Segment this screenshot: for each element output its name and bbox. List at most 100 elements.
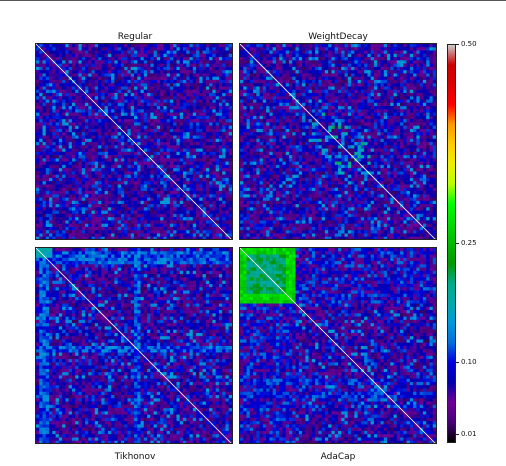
- heatmap-cell: [68, 132, 73, 136]
- heatmap-cell: [101, 177, 105, 182]
- heatmap-cell: [98, 161, 102, 166]
- heatmap-cell: [192, 207, 197, 211]
- heatmap-cell: [114, 200, 118, 205]
- heatmap-cell: [166, 220, 171, 224]
- heatmap-cell: [189, 230, 193, 234]
- heatmap-cell: [156, 151, 161, 156]
- heatmap-cell: [179, 50, 184, 54]
- heatmap-cell: [114, 115, 118, 120]
- heatmap-cell: [199, 220, 203, 224]
- heatmap-cell: [380, 60, 384, 64]
- heatmap-cell: [305, 93, 309, 97]
- heatmap-cell: [68, 171, 73, 175]
- heatmap-cell: [127, 155, 131, 159]
- heatmap-cell: [78, 213, 82, 218]
- heatmap-cell: [209, 155, 213, 159]
- heatmap-cell: [390, 73, 394, 77]
- heatmap-cell: [42, 191, 46, 195]
- heatmap-cell: [400, 83, 404, 87]
- heatmap-cell: [240, 83, 244, 87]
- heatmap-cell: [212, 213, 216, 218]
- heatmap-cell: [153, 73, 158, 77]
- heatmap-cell: [341, 89, 345, 94]
- heatmap-cell: [166, 135, 171, 139]
- heatmap-cell: [85, 128, 89, 133]
- heatmap-cell: [422, 60, 427, 64]
- heatmap-cell: [262, 99, 267, 103]
- heatmap-cell: [62, 132, 66, 136]
- heatmap-cell: [370, 47, 375, 51]
- heatmap-cell: [315, 79, 319, 84]
- heatmap-cell: [357, 63, 362, 68]
- heatmap-cell: [328, 63, 332, 68]
- heatmap-cell: [429, 93, 433, 97]
- heatmap-cell: [62, 50, 66, 54]
- heatmap-cell: [36, 76, 40, 81]
- heatmap-cell: [104, 96, 109, 100]
- heatmap-cell: [246, 96, 250, 100]
- heatmap-cell: [150, 96, 154, 100]
- heatmap-cell: [140, 106, 144, 110]
- heatmap-cell: [111, 50, 115, 54]
- heatmap-cell: [222, 50, 226, 54]
- heatmap-cell: [143, 76, 148, 81]
- heatmap-cell: [324, 112, 329, 117]
- heatmap-cell: [179, 57, 184, 61]
- heatmap-cell: [104, 184, 109, 188]
- heatmap-cell: [75, 57, 79, 61]
- heatmap-cell: [228, 112, 232, 117]
- heatmap-cell: [62, 122, 66, 126]
- heatmap-cell: [88, 122, 92, 126]
- heatmap-cell: [419, 102, 424, 107]
- heatmap-cell: [104, 70, 109, 74]
- heatmap-cell: [199, 145, 203, 149]
- heatmap-cell: [130, 177, 135, 182]
- heatmap-cell: [419, 86, 424, 90]
- heatmap-cell: [42, 99, 46, 103]
- heatmap-cell: [202, 177, 207, 182]
- heatmap-cell: [186, 83, 190, 87]
- heatmap-cell: [196, 93, 200, 97]
- heatmap-cell: [390, 60, 394, 64]
- heatmap-cell: [212, 93, 216, 97]
- heatmap-cell: [91, 128, 95, 133]
- heatmap-cell: [183, 53, 187, 58]
- heatmap-cell: [94, 125, 99, 130]
- heatmap-cell: [209, 210, 213, 215]
- heatmap-cell: [156, 161, 161, 166]
- heatmap-cell: [202, 60, 207, 64]
- heatmap-cell: [416, 96, 420, 100]
- heatmap-cell: [107, 158, 112, 162]
- heatmap-cell: [426, 99, 430, 103]
- heatmap-cell: [169, 184, 174, 188]
- heatmap-cell: [120, 194, 125, 198]
- heatmap-cell: [107, 210, 112, 215]
- heatmap-cell: [396, 50, 401, 54]
- heatmap-cell: [39, 106, 43, 110]
- heatmap-cell: [413, 47, 417, 51]
- heatmap-cell: [137, 194, 141, 198]
- heatmap-cell: [156, 115, 161, 120]
- heatmap-cell: [71, 181, 76, 185]
- heatmap-cell: [282, 102, 286, 107]
- heatmap-cell: [62, 161, 66, 166]
- heatmap-cell: [218, 122, 223, 126]
- heatmap-cell: [127, 200, 131, 205]
- heatmap-cell: [134, 79, 138, 84]
- heatmap-cell: [137, 230, 141, 234]
- heatmap-cell: [426, 89, 430, 94]
- heatmap-cell: [91, 135, 95, 139]
- heatmap-cell: [36, 187, 40, 192]
- heatmap-cell: [331, 93, 335, 97]
- heatmap-cell: [147, 181, 151, 185]
- heatmap-cell: [101, 168, 105, 172]
- heatmap-cell: [289, 66, 293, 71]
- heatmap-cell: [302, 76, 306, 81]
- heatmap-cell: [65, 142, 69, 146]
- heatmap-cell: [285, 57, 290, 61]
- heatmap-cell: [202, 66, 207, 71]
- heatmap-cell: [85, 79, 89, 84]
- heatmap-cell: [85, 168, 89, 172]
- heatmap-cell: [351, 96, 355, 100]
- heatmap-cell: [186, 57, 190, 61]
